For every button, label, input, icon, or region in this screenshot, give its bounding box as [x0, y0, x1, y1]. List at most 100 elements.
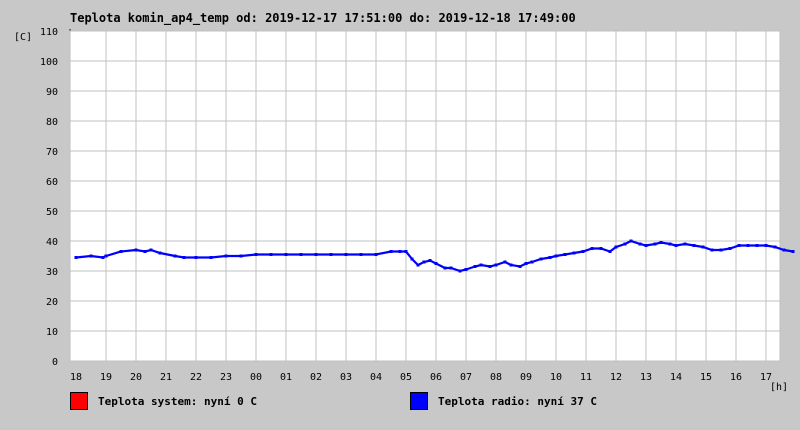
x-tick-label: 07 — [460, 372, 472, 383]
x-tick-label: 04 — [370, 372, 382, 383]
y-tick-label: 40 — [46, 237, 58, 248]
y-tick-label: 10 — [46, 327, 58, 338]
data-point — [284, 253, 288, 256]
x-tick-label: 09 — [520, 372, 532, 383]
legend-label-system: Teplota system: nyní 0 C — [98, 394, 257, 408]
series-line-radio — [75, 239, 794, 273]
data-point — [458, 269, 462, 273]
data-point — [674, 244, 678, 247]
x-tick-label: 18 — [70, 372, 82, 383]
legend-label-radio: Teplota radio: nyní 37 C — [438, 394, 597, 408]
data-point — [494, 263, 498, 267]
data-point — [728, 247, 732, 250]
data-point — [158, 251, 162, 255]
plot-area — [70, 31, 780, 361]
data-point — [659, 241, 663, 244]
data-point — [719, 248, 723, 252]
data-point — [404, 250, 408, 253]
x-tick-label: 05 — [400, 372, 412, 383]
data-point — [599, 247, 603, 250]
data-point — [428, 259, 432, 262]
data-point — [608, 250, 612, 253]
y-tick-label: 30 — [46, 267, 58, 278]
data-point — [488, 265, 492, 268]
data-point — [629, 239, 633, 243]
x-tick-label: 06 — [430, 372, 442, 383]
data-point — [755, 244, 759, 247]
data-point — [74, 256, 78, 259]
data-point — [668, 242, 672, 246]
x-tick-label: 14 — [670, 372, 682, 383]
data-point — [554, 254, 558, 258]
data-point — [101, 256, 105, 259]
data-point — [524, 262, 528, 265]
data-point — [410, 257, 414, 261]
data-point — [572, 251, 576, 255]
legend-swatch-radio — [410, 392, 428, 410]
data-point — [710, 248, 714, 252]
data-point — [623, 242, 627, 246]
data-point — [464, 268, 468, 271]
data-point — [314, 253, 318, 256]
data-point — [398, 250, 402, 253]
legend-item-radio: Teplota radio: nyní 37 C — [410, 391, 597, 411]
x-tick-label: 22 — [190, 372, 202, 383]
x-tick-label: 21 — [160, 372, 172, 383]
y-tick-label: 50 — [46, 207, 58, 218]
y-tick-label: 60 — [46, 177, 58, 188]
y-tick-label: 0 — [52, 357, 58, 368]
y-tick-label: 90 — [46, 87, 58, 98]
data-point — [422, 260, 426, 264]
x-axis-label: [h] — [770, 382, 788, 393]
x-tick-label: 12 — [610, 372, 622, 383]
data-point — [194, 256, 198, 259]
data-point — [614, 245, 618, 249]
y-axis-label: [C] — [14, 32, 32, 43]
data-point — [209, 256, 213, 259]
data-point — [119, 250, 123, 253]
plot-border — [69, 30, 781, 362]
legend-item-system: Teplota system: nyní 0 C — [70, 391, 257, 411]
data-point — [791, 250, 795, 253]
data-point — [254, 253, 258, 256]
data-point — [773, 245, 777, 249]
data-point — [737, 244, 741, 247]
y-tick-label: 80 — [46, 117, 58, 128]
x-tick-label: 13 — [640, 372, 652, 383]
y-tick-label: 110 — [40, 27, 58, 38]
data-point — [746, 244, 750, 247]
legend-swatch-system — [70, 392, 88, 410]
data-point — [182, 256, 186, 259]
data-point — [548, 256, 552, 259]
data-point — [764, 244, 768, 247]
x-tick-label: 17 — [760, 372, 772, 383]
y-tick-label: 20 — [46, 297, 58, 308]
data-point — [503, 260, 507, 264]
y-tick-label: 100 — [40, 57, 58, 68]
data-point — [299, 253, 303, 256]
data-point — [473, 265, 477, 268]
data-point — [269, 253, 273, 256]
x-tick-label: 08 — [490, 372, 502, 383]
data-point — [638, 242, 642, 246]
data-point — [329, 253, 333, 256]
data-point — [563, 253, 567, 256]
data-point — [104, 254, 108, 258]
data-point — [509, 263, 513, 267]
data-point — [173, 254, 177, 258]
data-point — [359, 253, 363, 256]
x-tick-label: 11 — [580, 372, 592, 383]
data-point — [590, 247, 594, 250]
data-point — [134, 248, 138, 252]
data-point — [143, 250, 147, 253]
data-point — [374, 253, 378, 256]
data-point — [518, 265, 522, 268]
data-point — [692, 244, 696, 247]
data-point — [434, 262, 438, 265]
data-point — [344, 253, 348, 256]
x-tick-label: 20 — [130, 372, 142, 383]
data-point — [479, 263, 483, 267]
x-tick-label: 19 — [100, 372, 112, 383]
data-point — [416, 263, 420, 267]
